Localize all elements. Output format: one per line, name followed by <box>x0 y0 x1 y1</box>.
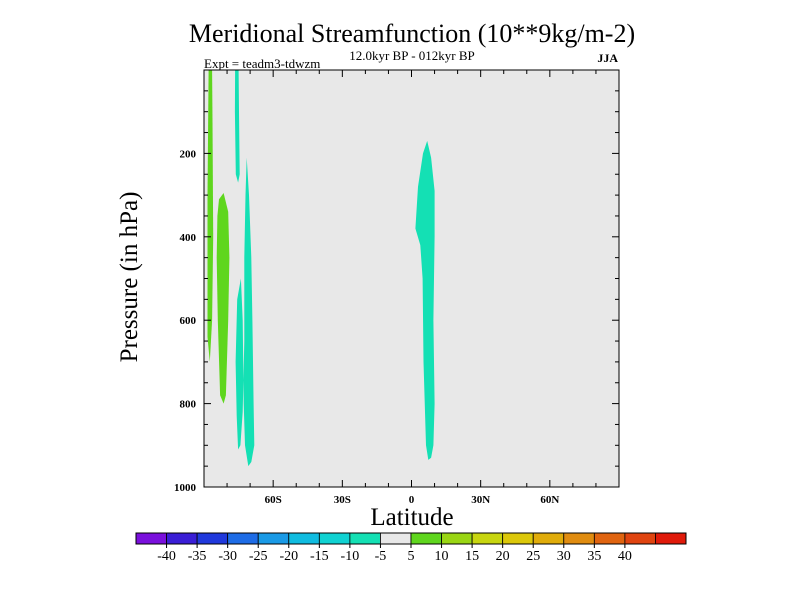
colorbar-swatch <box>502 532 534 545</box>
colorbar-label: 15 <box>465 549 479 564</box>
axes: 60S 30S 0 30N 60N 200 400 600 800 1000 <box>174 69 620 506</box>
colorbar-swatch <box>471 532 504 545</box>
x-tick-label: 0 <box>409 494 415 506</box>
colorbar-swatch <box>532 532 565 545</box>
plot-background <box>204 70 619 487</box>
colorbar-swatch <box>288 532 320 545</box>
colorbar-swatch <box>135 532 167 545</box>
contour-green-strip-far-left <box>207 70 214 362</box>
colorbar-swatch <box>166 532 198 545</box>
colorbar-swatch <box>441 532 473 545</box>
x-axis-label: Latitude <box>370 504 453 531</box>
colorbar-swatch <box>318 532 351 545</box>
colorbar-label: -40 <box>157 549 176 564</box>
season-label: JJA <box>597 51 618 65</box>
plot-area <box>204 70 619 487</box>
colorbar-label: -35 <box>188 549 207 564</box>
colorbar-swatch <box>196 532 229 545</box>
colorbar-label: -25 <box>249 549 268 564</box>
x-tick-label: 60S <box>265 494 282 506</box>
colorbar-label: 25 <box>526 549 540 564</box>
colorbar-swatch <box>349 532 381 545</box>
colorbar-swatch <box>563 532 595 545</box>
contour-cyan-plume-equator <box>415 140 435 460</box>
colorbar-label: 20 <box>496 549 510 564</box>
colorbar-swatch <box>593 532 626 545</box>
y-tick-label: 200 <box>180 148 197 160</box>
colorbar-swatch <box>655 532 687 545</box>
x-tick-label: 30N <box>471 494 490 506</box>
y-tick-label: 600 <box>180 315 197 327</box>
y-tick-label: 1000 <box>174 482 197 494</box>
colorbar-label: -15 <box>310 549 329 564</box>
colorbar-label: -10 <box>341 549 360 564</box>
chart-title: Meridional Streamfunction (10**9kg/m-2) <box>189 19 635 48</box>
colorbar: -40 -35 -30 -25 -20 -15 -10 -5 5 10 15 20 25 30 35 40 <box>135 532 687 564</box>
colorbar-swatch <box>380 532 412 545</box>
experiment-label: Expt = teadm3-tdwzm <box>204 56 320 71</box>
y-axis-label: Pressure (in hPa) <box>116 192 143 363</box>
colorbar-label: 40 <box>618 549 632 564</box>
colorbar-swatch <box>257 532 290 545</box>
colorbar-label: -30 <box>218 549 237 564</box>
chart-subtitle: 12.0kyr BP - 012kyr BP <box>349 48 475 63</box>
colorbar-label: 35 <box>587 549 601 564</box>
colorbar-swatch <box>410 532 442 545</box>
y-tick-label: 400 <box>180 232 197 244</box>
colorbar-swatch <box>227 532 259 545</box>
contour-cyan-strip-upper <box>234 70 240 183</box>
colorbar-label: -20 <box>279 549 298 564</box>
colorbar-swatch <box>624 532 656 545</box>
colorbar-label: -5 <box>375 549 387 564</box>
y-tick-label: 800 <box>180 399 197 411</box>
contour-cyan-strip-lower <box>235 157 255 467</box>
x-tick-label: 30S <box>334 494 351 506</box>
colorbar-label: 10 <box>435 549 449 564</box>
contour-green-blob-left <box>216 193 230 404</box>
x-tick-label: 60N <box>540 494 559 506</box>
colorbar-label: 30 <box>557 549 571 564</box>
contour-regions <box>207 70 435 467</box>
colorbar-label: 5 <box>408 549 415 564</box>
